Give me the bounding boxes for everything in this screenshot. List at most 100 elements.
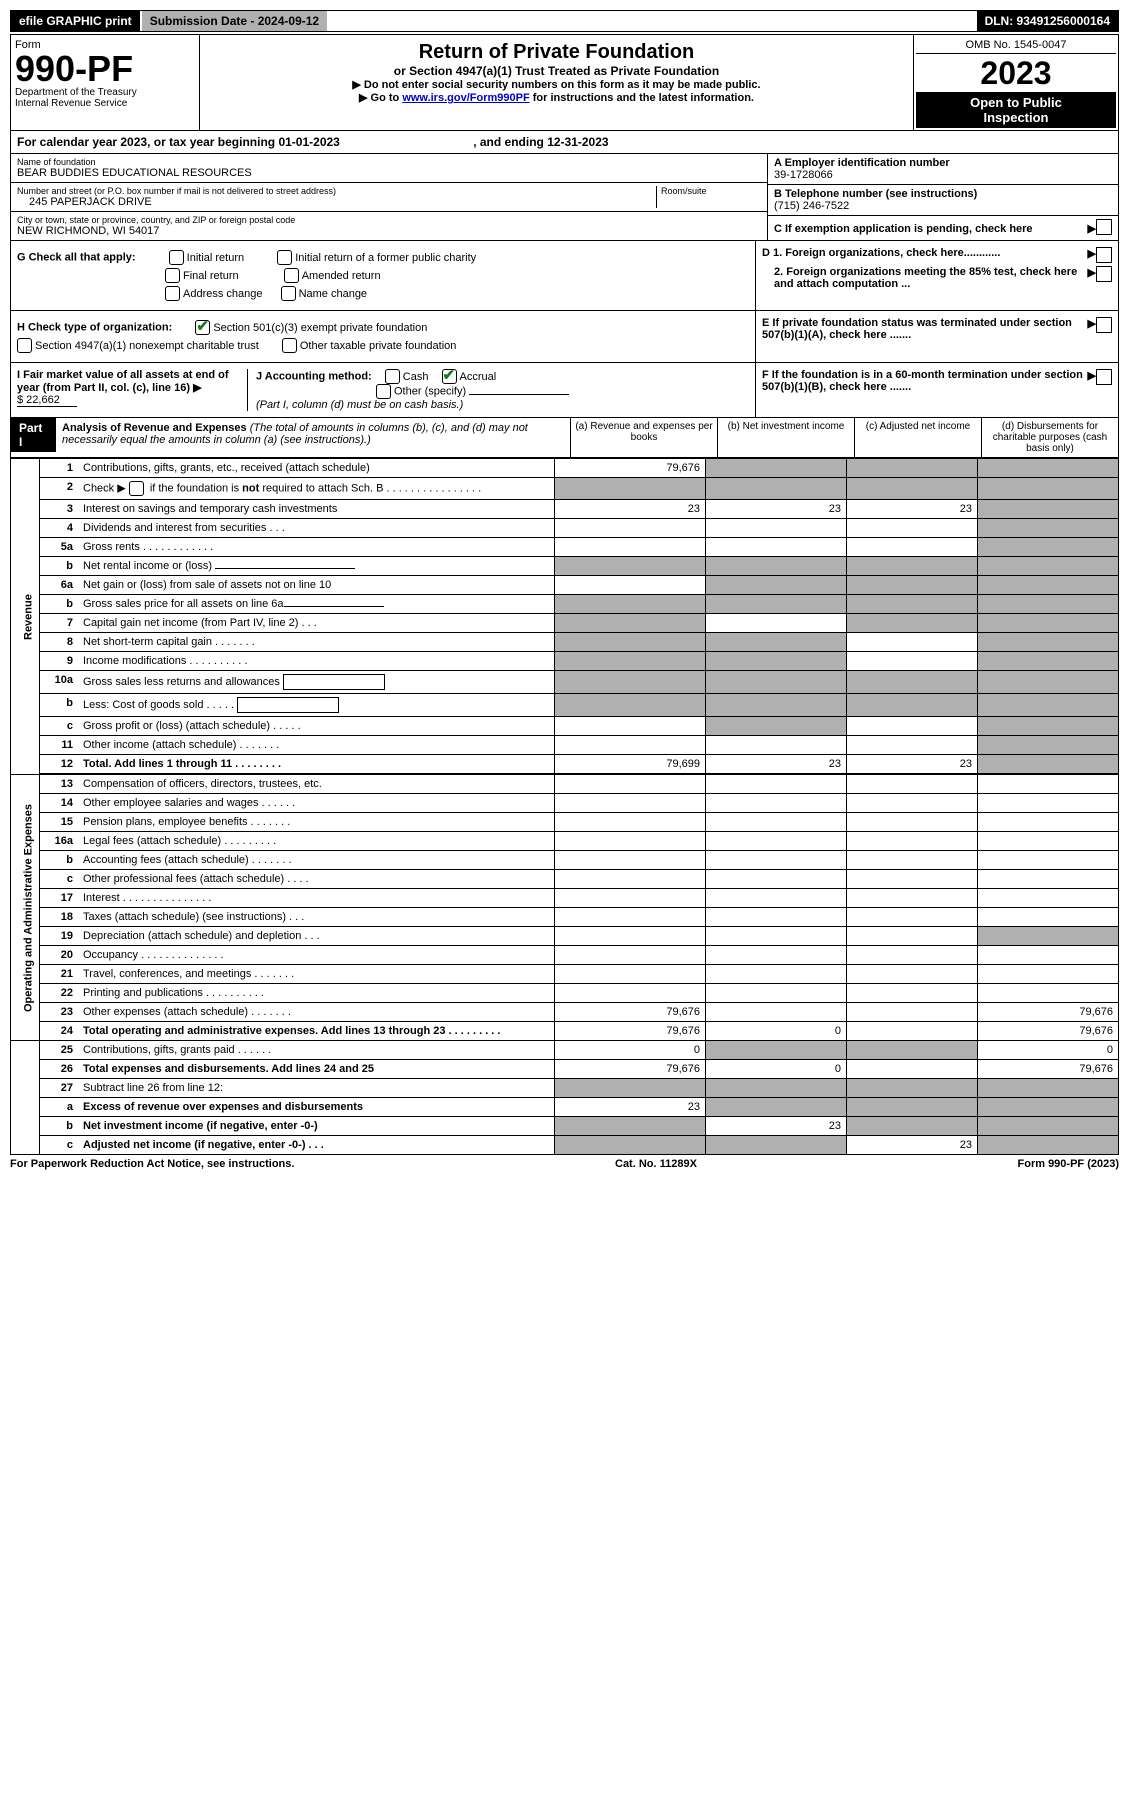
j-other-label: Other (specify) <box>394 386 466 398</box>
pending-checkbox[interactable] <box>1096 219 1112 235</box>
r5a-num: 5a <box>40 538 79 557</box>
row-6a: 6aNet gain or (loss) from sale of assets… <box>11 576 1119 595</box>
col-b-header: (b) Net investment income <box>717 418 854 457</box>
ein-value: 39-1728066 <box>774 169 1112 181</box>
r10a-b <box>706 671 847 694</box>
addr-label: Number and street (or P.O. box number if… <box>17 186 656 196</box>
room-label: Room/suite <box>661 186 761 196</box>
row-22: 22Printing and publications . . . . . . … <box>11 984 1119 1003</box>
r14-desc: Other employee salaries and wages . . . … <box>78 794 555 813</box>
part1-badge: Part I <box>11 418 56 452</box>
fmv-value: $ 22,662 <box>17 394 77 407</box>
city-label: City or town, state or province, country… <box>17 215 761 225</box>
g2-label: Initial return of a former public charit… <box>295 252 476 264</box>
r25-desc: Contributions, gifts, grants paid . . . … <box>78 1041 555 1060</box>
entity-right: A Employer identification number 39-1728… <box>767 154 1118 240</box>
efile-label[interactable]: efile GRAPHIC print <box>11 11 140 31</box>
r8-c <box>847 633 978 652</box>
entity-left: Name of foundation BEAR BUDDIES EDUCATIO… <box>11 154 767 240</box>
check-section-2: H Check type of organization: Section 50… <box>10 311 1119 363</box>
r24-desc: Total operating and administrative expen… <box>78 1022 555 1041</box>
r21-desc: Travel, conferences, and meetings . . . … <box>78 965 555 984</box>
r15-num: 15 <box>40 813 79 832</box>
r22-num: 22 <box>40 984 79 1003</box>
g3-checkbox[interactable] <box>165 268 180 283</box>
phone-value: (715) 246-7522 <box>774 200 1112 212</box>
row-10b: bLess: Cost of goods sold . . . . . <box>11 694 1119 717</box>
addr-cell: Number and street (or P.O. box number if… <box>11 183 767 212</box>
r7-desc: Capital gain net income (from Part IV, l… <box>78 614 555 633</box>
r1-d <box>978 459 1119 478</box>
omb-number: OMB No. 1545-0047 <box>916 37 1116 54</box>
r20-desc: Occupancy . . . . . . . . . . . . . . <box>78 946 555 965</box>
foundation-name: BEAR BUDDIES EDUCATIONAL RESOURCES <box>17 167 761 179</box>
r6a-d <box>978 576 1119 595</box>
r17-num: 17 <box>40 889 79 908</box>
r10b-a <box>555 694 706 717</box>
goto-link[interactable]: www.irs.gov/Form990PF <box>402 92 529 104</box>
r13-a <box>555 775 706 794</box>
r27a-a: 23 <box>555 1098 706 1117</box>
h3-checkbox[interactable] <box>282 338 297 353</box>
row-27: 27Subtract line 26 from line 12: <box>11 1079 1119 1098</box>
ij-block: I Fair market value of all assets at end… <box>11 363 755 417</box>
r6a-b <box>706 576 847 595</box>
h2-checkbox[interactable] <box>17 338 32 353</box>
row-16c: cOther professional fees (attach schedul… <box>11 870 1119 889</box>
g-label: G Check all that apply: <box>17 252 136 264</box>
r10c-d <box>978 717 1119 736</box>
j-accrual-checkbox[interactable] <box>442 369 457 384</box>
r13-d <box>978 775 1119 794</box>
r10a-desc: Gross sales less returns and allowances <box>78 671 555 694</box>
cal-end: 12-31-2023 <box>547 135 608 149</box>
r9-b <box>706 652 847 671</box>
r1-c <box>847 459 978 478</box>
r27-desc: Subtract line 26 from line 12: <box>78 1079 555 1098</box>
r21-num: 21 <box>40 965 79 984</box>
d2-checkbox[interactable] <box>1096 266 1112 282</box>
r27b-desc: Net investment income (if negative, ente… <box>78 1117 555 1136</box>
r15-desc: Pension plans, employee benefits . . . .… <box>78 813 555 832</box>
j-other-checkbox[interactable] <box>376 384 391 399</box>
name-label: Name of foundation <box>17 157 761 167</box>
r8-num: 8 <box>40 633 79 652</box>
r11-c <box>847 736 978 755</box>
j-cash-checkbox[interactable] <box>385 369 400 384</box>
r13-b <box>706 775 847 794</box>
dept-treasury: Department of the Treasury <box>15 87 195 98</box>
schb-checkbox[interactable] <box>129 481 144 496</box>
f-checkbox[interactable] <box>1096 369 1112 385</box>
name-cell: Name of foundation BEAR BUDDIES EDUCATIO… <box>11 154 767 183</box>
check-section-1: G Check all that apply: Initial return I… <box>10 241 1119 311</box>
r2-b <box>706 478 847 500</box>
top-bar: efile GRAPHIC print Submission Date - 20… <box>10 10 1119 32</box>
g4-checkbox[interactable] <box>284 268 299 283</box>
cal-mid: , and ending <box>473 135 547 149</box>
d1-checkbox[interactable] <box>1096 247 1112 263</box>
row-21: 21Travel, conferences, and meetings . . … <box>11 965 1119 984</box>
g2-checkbox[interactable] <box>277 250 292 265</box>
h1-checkbox[interactable] <box>195 320 210 335</box>
h-block: H Check type of organization: Section 50… <box>11 311 755 362</box>
pending-cell: C If exemption application is pending, c… <box>768 216 1118 238</box>
r16c-desc: Other professional fees (attach schedule… <box>78 870 555 889</box>
r1-desc: Contributions, gifts, grants, etc., rece… <box>78 459 555 478</box>
r10a-text: Gross sales less returns and allowances <box>83 676 280 688</box>
r2-d <box>978 478 1119 500</box>
goto-pre: ▶ Go to <box>359 92 402 104</box>
row-25: 25Contributions, gifts, grants paid . . … <box>11 1041 1119 1060</box>
r9-desc: Income modifications . . . . . . . . . . <box>78 652 555 671</box>
row-5a: 5aGross rents . . . . . . . . . . . . <box>11 538 1119 557</box>
r12-b: 23 <box>706 755 847 774</box>
r27c-c: 23 <box>847 1136 978 1155</box>
revenue-label: Revenue <box>11 459 40 775</box>
e-checkbox[interactable] <box>1096 317 1112 333</box>
r3-desc: Interest on savings and temporary cash i… <box>78 500 555 519</box>
r10a-c <box>847 671 978 694</box>
r27b-num: b <box>40 1117 79 1136</box>
g6-checkbox[interactable] <box>281 286 296 301</box>
r27-num: 27 <box>40 1079 79 1098</box>
g5-checkbox[interactable] <box>165 286 180 301</box>
g1-checkbox[interactable] <box>169 250 184 265</box>
h2-label: Section 4947(a)(1) nonexempt charitable … <box>35 340 259 352</box>
